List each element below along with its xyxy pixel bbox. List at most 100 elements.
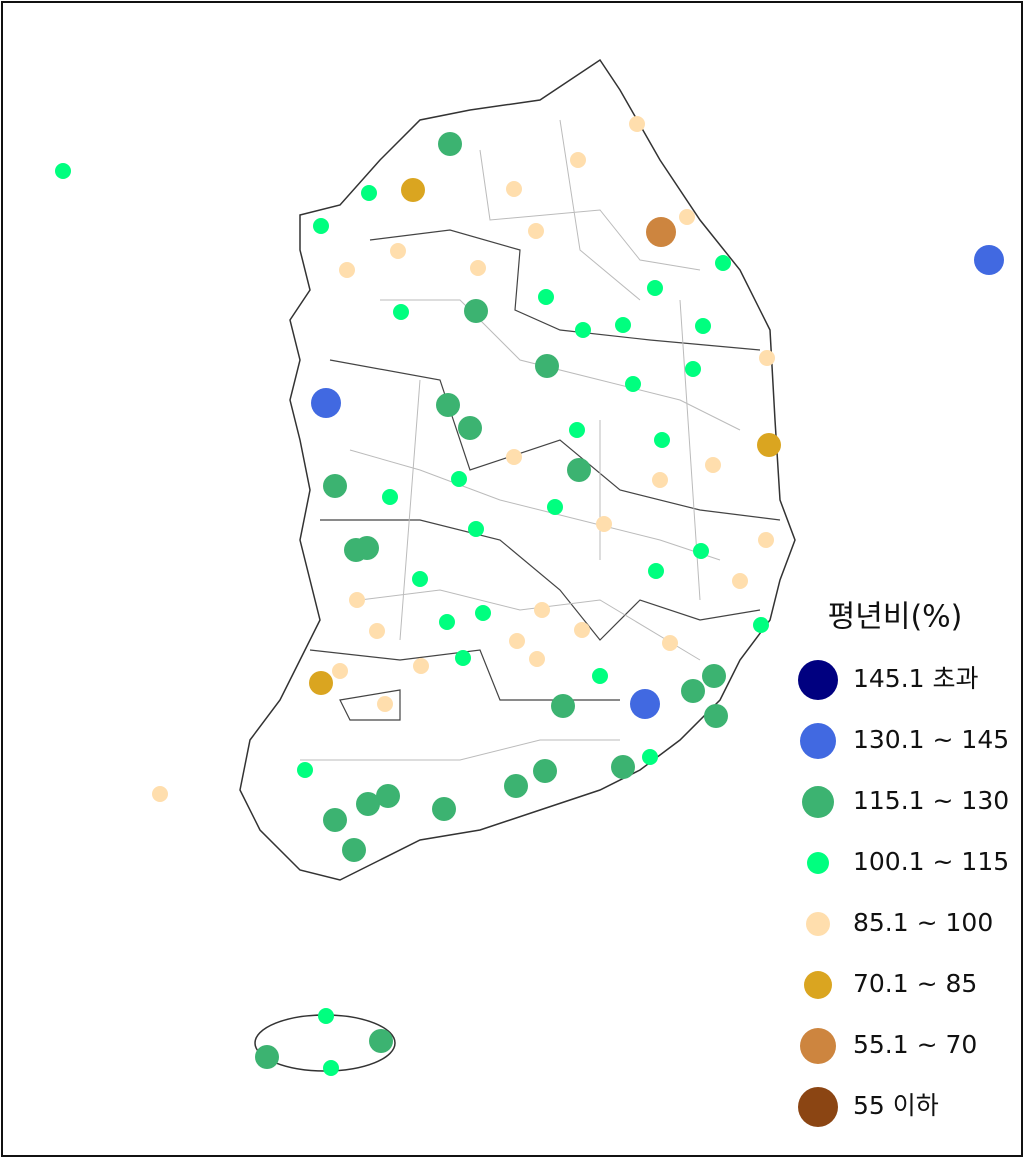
- station-dot: [611, 755, 635, 779]
- station-dot: [753, 617, 769, 633]
- station-dot: [475, 605, 491, 621]
- station-dot: [323, 474, 347, 498]
- station-dot: [575, 322, 591, 338]
- stations: [55, 116, 1004, 1076]
- station-dot: [596, 516, 612, 532]
- station-dot: [509, 633, 525, 649]
- station-dot: [504, 774, 528, 798]
- station-dot: [390, 243, 406, 259]
- station-dot: [332, 663, 348, 679]
- legend-swatch: [806, 912, 830, 936]
- station-dot: [464, 299, 488, 323]
- station-dot: [451, 471, 467, 487]
- station-dot: [528, 223, 544, 239]
- legend-label: 70.1 ~ 85: [853, 969, 977, 998]
- legend: 145.1 초과 130.1 ~ 145 115.1 ~ 130 100.1 ~ 11…: [798, 660, 1009, 1127]
- station-dot: [574, 622, 590, 638]
- station-dot: [382, 489, 398, 505]
- station-dot: [323, 808, 347, 832]
- station-dot: [685, 361, 701, 377]
- station-dot: [974, 245, 1004, 275]
- station-dot: [413, 658, 429, 674]
- land: [239, 58, 796, 1072]
- station-dot: [592, 668, 608, 684]
- station-dot: [439, 614, 455, 630]
- station-dot: [529, 651, 545, 667]
- region-border: [309, 229, 781, 721]
- station-dot: [732, 573, 748, 589]
- station-dot: [704, 704, 728, 728]
- station-dot: [412, 571, 428, 587]
- station-dot: [758, 532, 774, 548]
- station-dot: [662, 635, 678, 651]
- district-border: [300, 119, 741, 761]
- legend-label: 130.1 ~ 145: [853, 725, 1009, 754]
- station-dot: [630, 689, 660, 719]
- legend-label: 55 이하: [853, 1091, 939, 1120]
- station-dot: [629, 116, 645, 132]
- station-dot: [647, 280, 663, 296]
- station-dot: [715, 255, 731, 271]
- station-dot: [470, 260, 486, 276]
- station-dot: [570, 152, 586, 168]
- station-dot: [318, 1008, 334, 1024]
- legend-swatch: [807, 852, 829, 874]
- station-dot: [693, 543, 709, 559]
- station-dot: [757, 433, 781, 457]
- station-dot: [55, 163, 71, 179]
- station-dot: [458, 416, 482, 440]
- station-dot: [436, 393, 460, 417]
- station-dot: [642, 749, 658, 765]
- station-dot: [342, 838, 366, 862]
- station-dot: [702, 664, 726, 688]
- station-dot: [355, 536, 379, 560]
- legend-swatch: [800, 723, 836, 759]
- station-dot: [681, 679, 705, 703]
- station-dot: [679, 209, 695, 225]
- station-dot: [297, 762, 313, 778]
- station-dot: [369, 1029, 393, 1053]
- station-dot: [376, 784, 400, 808]
- station-dot: [654, 432, 670, 448]
- station-dot: [538, 289, 554, 305]
- legend-label: 115.1 ~ 130: [853, 786, 1009, 815]
- legend-swatch: [804, 971, 832, 999]
- station-dot: [393, 304, 409, 320]
- station-dot: [438, 132, 462, 156]
- legend-title: 평년비(%): [828, 600, 963, 635]
- station-dot: [695, 318, 711, 334]
- legend-label: 55.1 ~ 70: [853, 1030, 977, 1059]
- station-dot: [551, 694, 575, 718]
- station-dot: [361, 185, 377, 201]
- station-dot: [533, 759, 557, 783]
- station-dot: [506, 181, 522, 197]
- station-dot: [152, 786, 168, 802]
- station-dot: [567, 458, 591, 482]
- station-dot: [323, 1060, 339, 1076]
- station-dot: [705, 457, 721, 473]
- station-dot: [648, 563, 664, 579]
- station-dot: [432, 797, 456, 821]
- legend-label: 85.1 ~ 100: [853, 908, 993, 937]
- station-dot: [377, 696, 393, 712]
- station-dot: [652, 472, 668, 488]
- station-dot: [625, 376, 641, 392]
- station-dot: [311, 388, 341, 418]
- station-dot: [356, 792, 380, 816]
- station-dot: [535, 354, 559, 378]
- station-dot: [547, 499, 563, 515]
- station-dot: [255, 1045, 279, 1069]
- station-dot: [468, 521, 484, 537]
- legend-swatch: [798, 660, 838, 700]
- station-dot: [349, 592, 365, 608]
- station-dot: [615, 317, 631, 333]
- station-dot: [339, 262, 355, 278]
- station-dot: [646, 217, 676, 247]
- station-dot: [759, 350, 775, 366]
- legend-swatch: [798, 1087, 838, 1127]
- station-dot: [569, 422, 585, 438]
- station-dot: [401, 178, 425, 202]
- legend-label: 145.1 초과: [853, 664, 979, 693]
- station-dot: [369, 623, 385, 639]
